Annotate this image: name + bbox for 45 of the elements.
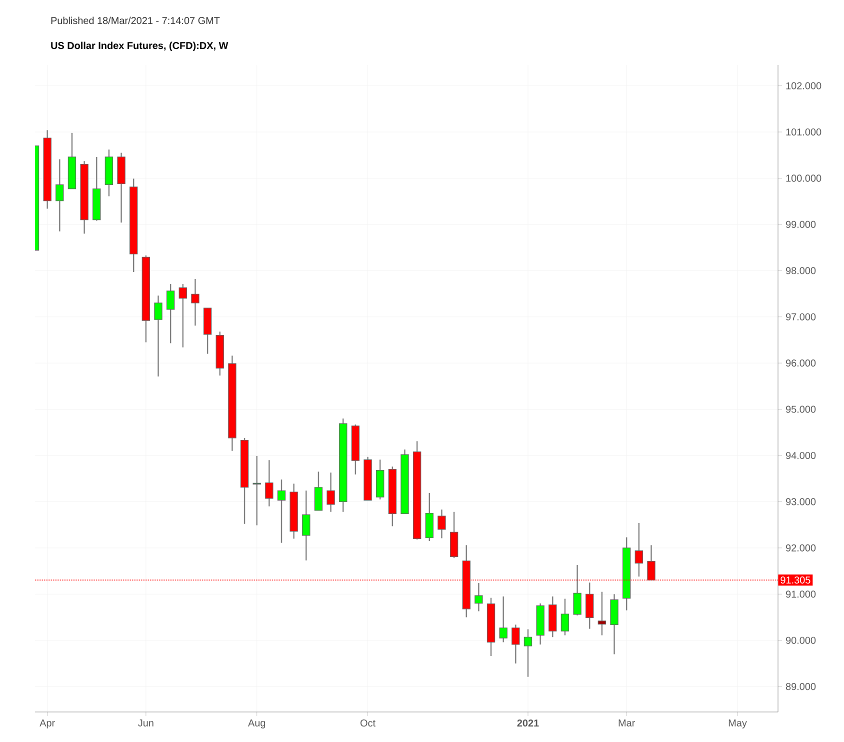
x-tick-label: May — [728, 720, 747, 728]
y-tick-label: 89.000 — [786, 683, 816, 690]
candlestick — [302, 490, 310, 561]
y-tick-label: 94.000 — [786, 452, 816, 460]
x-tick-label: Oct — [360, 720, 376, 727]
candlestick — [634, 522, 644, 578]
y-tick-label: 93.000 — [786, 498, 816, 506]
candlestick — [560, 598, 570, 636]
ref-line-label: 91.305 — [780, 576, 810, 584]
chart-subtitle: Published 18/Mar/2021 - 7:14:07 GMT — [51, 16, 220, 24]
candlestick — [326, 472, 335, 512]
y-tick-label: 90.000 — [786, 636, 816, 644]
x-tick-label: Aug — [248, 720, 266, 728]
x-tick-label: Apr — [40, 720, 55, 728]
chart-title: US Dollar Index Futures, (CFD):DX, W — [51, 42, 228, 52]
y-tick-label: 96.000 — [786, 360, 816, 367]
candlestick — [524, 628, 532, 678]
x-tick-label: Mar — [618, 720, 636, 726]
candlestick — [573, 564, 582, 616]
candlestick — [56, 158, 64, 232]
y-tick-label: 95.000 — [786, 406, 816, 413]
candlestick — [314, 471, 323, 512]
x-tick-label: 2021 — [517, 720, 539, 727]
y-tick-label: 98.000 — [786, 267, 816, 274]
y-tick-label: 102.000 — [786, 82, 822, 90]
candlestick — [586, 582, 594, 630]
y-tick-label: 97.000 — [786, 313, 816, 320]
candlestick — [178, 283, 187, 348]
candlestick — [166, 283, 175, 344]
y-tick-label: 91.000 — [786, 590, 816, 598]
candlestick — [474, 582, 483, 612]
y-tick-label: 100.000 — [786, 174, 822, 182]
x-tick-label: Jun — [138, 720, 154, 726]
candlestick — [438, 508, 446, 539]
candlestick — [277, 478, 286, 544]
candlestick — [154, 294, 162, 378]
candlestick — [499, 596, 508, 643]
y-tick-label: 99.000 — [786, 220, 816, 228]
y-tick-label: 101.000 — [786, 128, 822, 136]
candlestick — [191, 278, 200, 326]
candlestick — [252, 455, 261, 526]
y-tick-label: 92.000 — [786, 544, 816, 552]
candlestick — [512, 624, 520, 664]
candlestick — [265, 460, 274, 507]
candlestick — [598, 591, 606, 636]
